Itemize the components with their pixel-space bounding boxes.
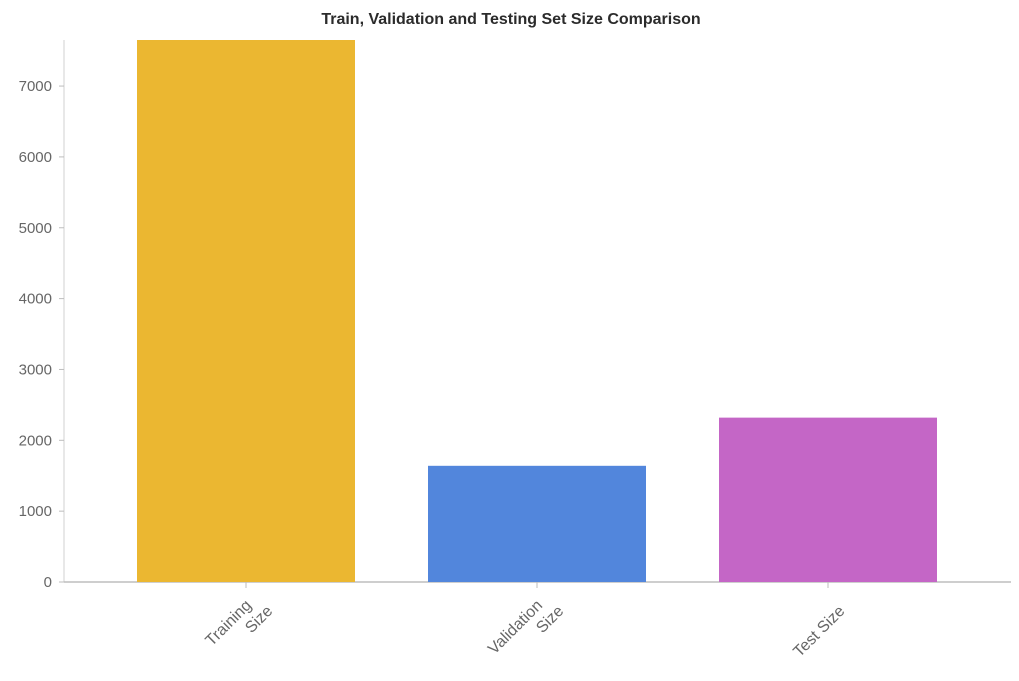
y-tick-label: 3000 <box>19 361 52 378</box>
bar-2 <box>719 417 937 582</box>
x-tick-label-text: TrainingSize <box>203 589 277 663</box>
y-tick-label: 5000 <box>19 220 52 237</box>
bar-1 <box>428 465 646 582</box>
x-tick-label-text: ValidationSize <box>485 589 567 671</box>
y-axis-ticks: 0 1000 2000 3000 4000 5000 6000 7000 <box>19 78 64 591</box>
y-tick-label: 0 <box>44 574 52 591</box>
y-tick-label: 1000 <box>19 503 52 520</box>
x-axis-ticks: TrainingSize ValidationSize Test Size <box>203 582 848 671</box>
x-tick-label: ValidationSize <box>485 589 567 671</box>
x-tick-label-line: Test Size <box>790 603 848 661</box>
bars-group <box>137 40 937 582</box>
chart-title: Train, Validation and Testing Set Size C… <box>321 11 700 28</box>
y-tick-label: 7000 <box>19 78 52 95</box>
y-tick-label: 4000 <box>19 291 52 308</box>
x-tick-label: Test Size <box>790 603 848 661</box>
bar-0 <box>137 40 355 582</box>
x-tick-label-text: Test Size <box>790 603 848 661</box>
x-tick-label: TrainingSize <box>203 589 277 663</box>
y-tick-label: 2000 <box>19 432 52 449</box>
y-tick-label: 6000 <box>19 149 52 166</box>
